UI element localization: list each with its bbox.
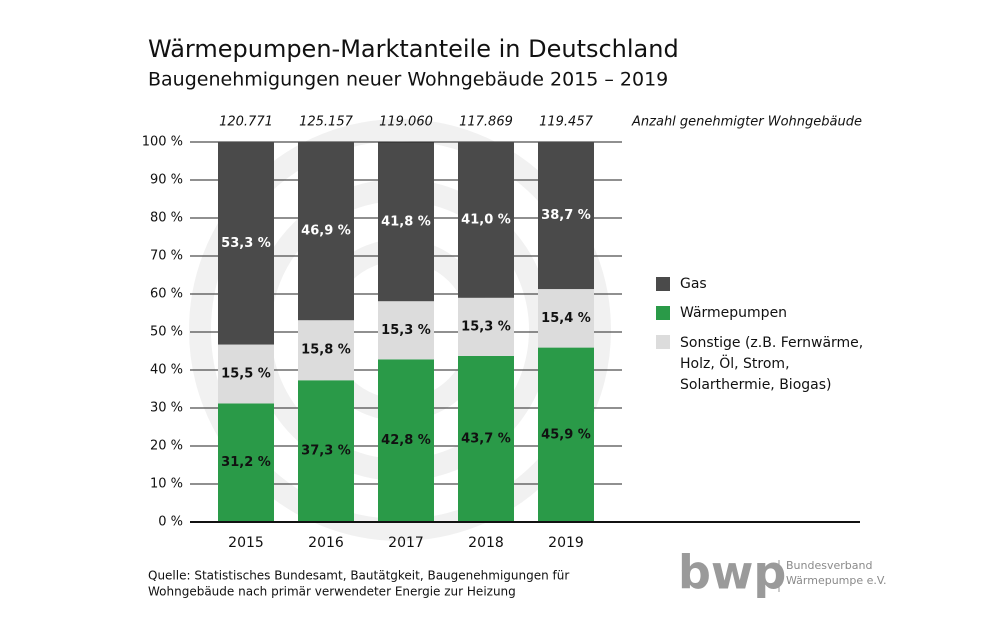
bar-segment (298, 320, 354, 381)
bar-segment (218, 403, 274, 522)
totals-label: Anzahl genehmigter Wohngebäude (631, 115, 862, 130)
value-label: 42,8 % (381, 433, 431, 448)
value-label: 41,0 % (461, 212, 511, 227)
bar-segment (458, 142, 514, 298)
y-tick-label: 100 % (142, 135, 183, 150)
bar-segment (218, 142, 274, 345)
legend-swatch (656, 306, 670, 320)
bar-segment (378, 359, 434, 522)
chart-title: Wärmepumpen-Marktanteile in Deutschland (148, 35, 679, 63)
x-tick-label: 2019 (548, 535, 584, 551)
bar-segment (538, 142, 594, 290)
value-label: 38,7 % (541, 208, 591, 223)
value-label: 15,4 % (541, 311, 591, 326)
y-tick-label: 30 % (150, 401, 183, 416)
value-label: 45,9 % (541, 427, 591, 442)
y-tick-label: 90 % (150, 173, 183, 188)
legend-label: Sonstige (z.B. Fernwärme, Holz, Öl, Stro… (680, 335, 864, 393)
y-tick-label: 80 % (150, 211, 183, 226)
value-label: 41,8 % (381, 214, 431, 229)
x-tick-label: 2016 (308, 535, 344, 551)
bar-segment (458, 297, 514, 356)
y-tick-label: 10 % (150, 477, 183, 492)
bar-segment (218, 344, 274, 404)
y-tick-label: 20 % (150, 439, 183, 454)
source: Quelle: Statistisches Bundesamt, Bautätg… (148, 569, 569, 583)
total-label: 117.869 (459, 115, 513, 130)
bar-segment (298, 142, 354, 321)
total-label: 120.771 (219, 115, 273, 130)
value-label: 37,3 % (301, 444, 351, 459)
value-label: 15,5 % (221, 366, 271, 381)
x-tick-label: 2015 (228, 535, 264, 551)
bar-segment (538, 347, 594, 522)
value-label: 53,3 % (221, 236, 271, 251)
legend-swatch (656, 277, 670, 291)
value-label: 15,3 % (461, 319, 511, 334)
legend-label: Gas (680, 276, 707, 292)
value-label: 43,7 % (461, 431, 511, 446)
bar-segment (298, 380, 354, 522)
y-tick-label: 50 % (150, 325, 183, 340)
value-label: 46,9 % (301, 224, 351, 239)
total-label: 119.457 (539, 115, 593, 130)
value-label: 15,8 % (301, 343, 351, 358)
chart-subtitle: Baugenehmigungen neuer Wohngebäude 2015 … (148, 69, 668, 91)
bar-segment (378, 301, 434, 360)
total-label: 119.060 (379, 115, 433, 130)
bar-segment (458, 355, 514, 522)
value-label: 15,3 % (381, 323, 431, 338)
x-tick-label: 2017 (388, 535, 424, 551)
legend-label: Wärmepumpen (680, 305, 787, 321)
y-tick-label: 0 % (158, 515, 183, 530)
y-tick-label: 70 % (150, 249, 183, 264)
value-label: 31,2 % (221, 455, 271, 470)
logo-mark: bwp (678, 546, 786, 600)
logo-text: Bundesverband (786, 559, 872, 572)
y-tick-label: 40 % (150, 363, 183, 378)
x-tick-label: 2018 (468, 535, 504, 551)
y-tick-label: 60 % (150, 287, 183, 302)
source: Wohngebäude nach primär verwendeter Ener… (148, 585, 516, 599)
logo-text: Wärmepumpe e.V. (786, 574, 887, 587)
bar-segment (538, 289, 594, 348)
bar-segment (378, 142, 434, 302)
legend-swatch (656, 335, 670, 349)
total-label: 125.157 (299, 115, 353, 130)
